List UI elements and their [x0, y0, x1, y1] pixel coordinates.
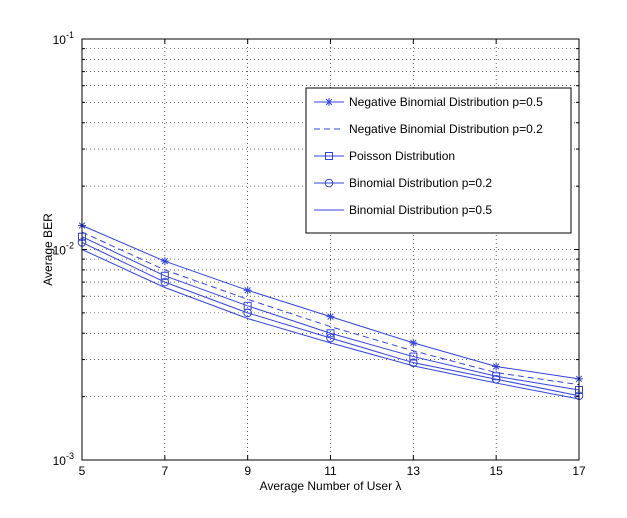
- square-marker: [492, 372, 501, 381]
- star-marker: [409, 338, 418, 347]
- series-line: [81, 231, 580, 386]
- x-tick-label: 7: [161, 464, 168, 478]
- x-axis-label: Average Number of User λ: [260, 479, 402, 493]
- series-line: [81, 236, 580, 391]
- series-group: [77, 238, 584, 401]
- star-marker: [243, 286, 252, 295]
- square-marker: [326, 329, 335, 338]
- x-tick-label: 17: [572, 464, 586, 478]
- legend-label: Binomial Distribution p=0.2: [349, 176, 492, 190]
- legend-label: Negative Binomial Distribution p=0.2: [349, 122, 543, 136]
- y-tick-label: 10-1: [53, 30, 74, 47]
- series-layer: [77, 221, 584, 401]
- circle-marker: [409, 358, 418, 367]
- legend: Negative Binomial Distribution p=0.5 Nega…: [305, 87, 572, 234]
- series-line: [81, 242, 580, 397]
- circle-marker: [160, 277, 170, 287]
- legend-label: Binomial Distribution p=0.5: [349, 203, 492, 217]
- square-marker: [325, 152, 333, 160]
- star-marker: [326, 312, 335, 321]
- circle-marker: [243, 308, 252, 318]
- series-group: [78, 232, 583, 395]
- square-marker: [160, 271, 169, 280]
- x-tick-label: 5: [79, 464, 86, 478]
- star-marker: [325, 98, 333, 106]
- x-tick-label: 15: [489, 464, 503, 478]
- square-marker: [409, 352, 418, 361]
- x-tick-label: 9: [244, 464, 251, 478]
- y-axis-label: Average BER: [41, 213, 55, 286]
- series-line: [81, 249, 580, 400]
- x-tick-label: 11: [324, 464, 337, 478]
- y-tick-label: 10-3: [53, 451, 74, 468]
- star-marker: [160, 257, 169, 266]
- legend-box: [305, 87, 572, 234]
- star-marker: [492, 362, 501, 371]
- axes: 5 7 9 11 13 15 17 10-1 10-2 10-3: [53, 30, 586, 478]
- legend-label: Negative Binomial Distribution p=0.5: [349, 95, 543, 109]
- circle-marker: [326, 333, 335, 343]
- series-group: [81, 231, 580, 386]
- circle-marker: [324, 178, 334, 188]
- series-group: [81, 249, 580, 400]
- x-tick-label: 13: [407, 464, 421, 478]
- y-tick-label: 10-2: [53, 241, 74, 258]
- legend-label: Poisson Distribution: [349, 149, 455, 163]
